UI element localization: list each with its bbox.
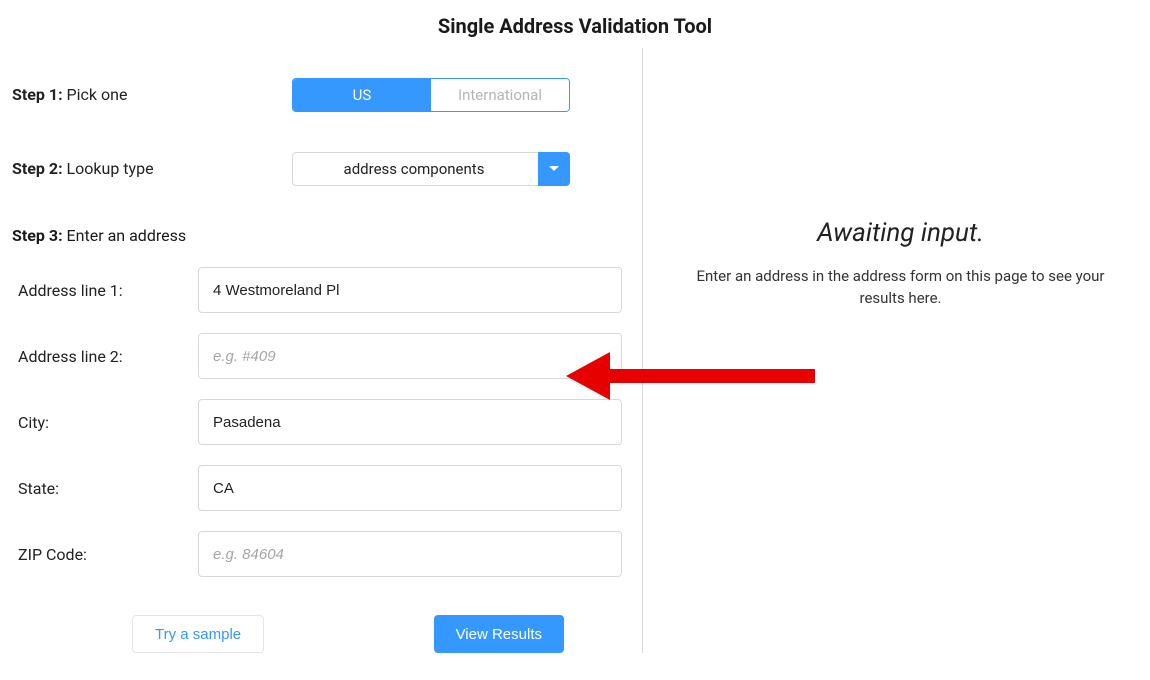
step3-label-rest: Enter an address xyxy=(63,226,187,245)
step1-label: Step 1: Pick one xyxy=(12,78,292,104)
left-panel: Step 1: Pick one US International Step 2… xyxy=(12,48,642,653)
chevron-down-icon xyxy=(538,152,570,186)
lookup-type-value: address components xyxy=(292,152,570,186)
row-state: State: xyxy=(12,465,622,511)
label-state: State: xyxy=(18,479,198,498)
label-zip: ZIP Code: xyxy=(18,545,198,564)
input-address1[interactable] xyxy=(198,267,622,313)
step1-row: Step 1: Pick one US International xyxy=(12,78,622,112)
results-panel: Awaiting input. Enter an address in the … xyxy=(642,48,1138,653)
step2-row: Step 2: Lookup type address components xyxy=(12,152,622,186)
awaiting-heading: Awaiting input. xyxy=(673,218,1128,248)
input-state[interactable] xyxy=(198,465,622,511)
row-zip: ZIP Code: xyxy=(12,531,622,577)
awaiting-description: Enter an address in the address form on … xyxy=(673,266,1128,310)
step1-label-bold: Step 1: xyxy=(12,85,63,104)
try-sample-button[interactable]: Try a sample xyxy=(132,615,264,653)
step2-label: Step 2: Lookup type xyxy=(12,152,292,178)
country-segmented-control: US International xyxy=(292,78,570,112)
step1-label-rest: Pick one xyxy=(63,85,128,104)
row-address2: Address line 2: xyxy=(12,333,622,379)
lookup-type-select[interactable]: address components xyxy=(292,152,570,186)
main-container: Step 1: Pick one US International Step 2… xyxy=(0,48,1150,653)
label-address2: Address line 2: xyxy=(18,347,198,366)
step2-label-bold: Step 2: xyxy=(12,159,63,178)
step2-label-rest: Lookup type xyxy=(63,159,154,178)
segment-international[interactable]: International xyxy=(431,79,569,111)
row-address1: Address line 1: xyxy=(12,267,622,313)
button-row: Try a sample View Results xyxy=(12,597,602,653)
input-zip[interactable] xyxy=(198,531,622,577)
label-city: City: xyxy=(18,413,198,432)
segment-us[interactable]: US xyxy=(293,79,431,111)
input-city[interactable] xyxy=(198,399,622,445)
input-address2[interactable] xyxy=(198,333,622,379)
row-city: City: xyxy=(12,399,622,445)
step3-label-bold: Step 3: xyxy=(12,226,63,245)
step3-label: Step 3: Enter an address xyxy=(12,226,622,245)
label-address1: Address line 1: xyxy=(18,281,198,300)
page-title: Single Address Validation Tool xyxy=(0,0,1150,48)
view-results-button[interactable]: View Results xyxy=(434,615,564,653)
